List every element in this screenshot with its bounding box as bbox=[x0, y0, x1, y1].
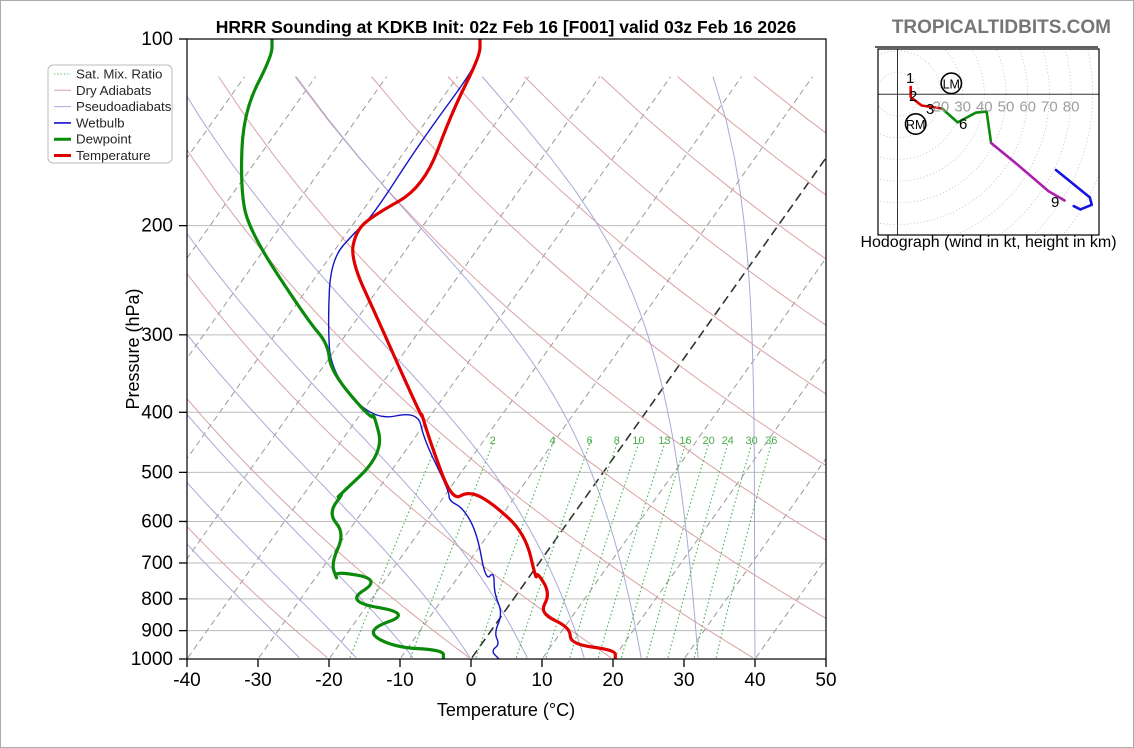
svg-text:Wetbulb: Wetbulb bbox=[76, 115, 125, 130]
svg-text:-20: -20 bbox=[315, 670, 342, 691]
svg-text:-40: -40 bbox=[173, 670, 200, 691]
svg-text:6: 6 bbox=[587, 435, 593, 447]
svg-text:24: 24 bbox=[722, 435, 734, 447]
svg-text:20: 20 bbox=[933, 98, 950, 115]
svg-text:1: 1 bbox=[906, 70, 914, 87]
svg-text:TROPICALTIDBITS.COM: TROPICALTIDBITS.COM bbox=[892, 17, 1111, 38]
svg-text:600: 600 bbox=[141, 511, 173, 532]
svg-text:Pressure (hPa): Pressure (hPa) bbox=[123, 288, 143, 409]
svg-text:900: 900 bbox=[141, 621, 173, 642]
svg-text:3: 3 bbox=[926, 101, 934, 118]
svg-text:30: 30 bbox=[673, 670, 694, 691]
svg-text:Pseudoadiabats: Pseudoadiabats bbox=[76, 99, 172, 114]
svg-text:20: 20 bbox=[602, 670, 623, 691]
svg-text:9: 9 bbox=[1051, 194, 1059, 211]
svg-text:2: 2 bbox=[909, 88, 917, 105]
svg-text:70: 70 bbox=[1041, 98, 1058, 115]
svg-text:50: 50 bbox=[815, 670, 836, 691]
svg-text:100: 100 bbox=[141, 29, 173, 50]
svg-text:50: 50 bbox=[998, 98, 1015, 115]
svg-text:40: 40 bbox=[744, 670, 765, 691]
svg-text:-10: -10 bbox=[386, 670, 413, 691]
svg-text:Dewpoint: Dewpoint bbox=[76, 132, 132, 147]
svg-text:Sat. Mix. Ratio: Sat. Mix. Ratio bbox=[76, 67, 162, 82]
svg-text:500: 500 bbox=[141, 462, 173, 483]
svg-text:10: 10 bbox=[531, 670, 552, 691]
svg-text:80: 80 bbox=[1063, 98, 1080, 115]
svg-text:-30: -30 bbox=[244, 670, 271, 691]
svg-text:0: 0 bbox=[466, 670, 477, 691]
svg-text:Dry Adiabats: Dry Adiabats bbox=[76, 83, 152, 98]
svg-text:16: 16 bbox=[679, 435, 691, 447]
svg-text:700: 700 bbox=[141, 553, 173, 574]
svg-text:20: 20 bbox=[702, 435, 714, 447]
svg-text:30: 30 bbox=[745, 435, 757, 447]
svg-text:30: 30 bbox=[954, 98, 971, 115]
svg-text:36: 36 bbox=[765, 435, 777, 447]
svg-text:400: 400 bbox=[141, 402, 173, 423]
svg-text:8: 8 bbox=[614, 435, 620, 447]
svg-text:2: 2 bbox=[490, 435, 496, 447]
svg-text:1000: 1000 bbox=[131, 649, 173, 670]
svg-text:10: 10 bbox=[632, 435, 644, 447]
svg-text:4: 4 bbox=[550, 435, 556, 447]
svg-text:13: 13 bbox=[658, 435, 670, 447]
svg-text:Temperature: Temperature bbox=[76, 148, 151, 163]
svg-text:6: 6 bbox=[959, 116, 967, 133]
svg-text:200: 200 bbox=[141, 216, 173, 237]
svg-text:40: 40 bbox=[976, 98, 993, 115]
svg-text:Hodograph (wind in kt, height: Hodograph (wind in kt, height in km) bbox=[860, 234, 1116, 251]
svg-text:HRRR Sounding at KDKB Init: 02: HRRR Sounding at KDKB Init: 02z Feb 16 [… bbox=[216, 17, 797, 37]
svg-text:60: 60 bbox=[1019, 98, 1036, 115]
svg-text:300: 300 bbox=[141, 325, 173, 346]
svg-text:RM: RM bbox=[906, 118, 925, 132]
svg-text:800: 800 bbox=[141, 589, 173, 610]
svg-text:LM: LM bbox=[943, 77, 960, 91]
svg-text:Temperature (°C): Temperature (°C) bbox=[437, 700, 575, 720]
